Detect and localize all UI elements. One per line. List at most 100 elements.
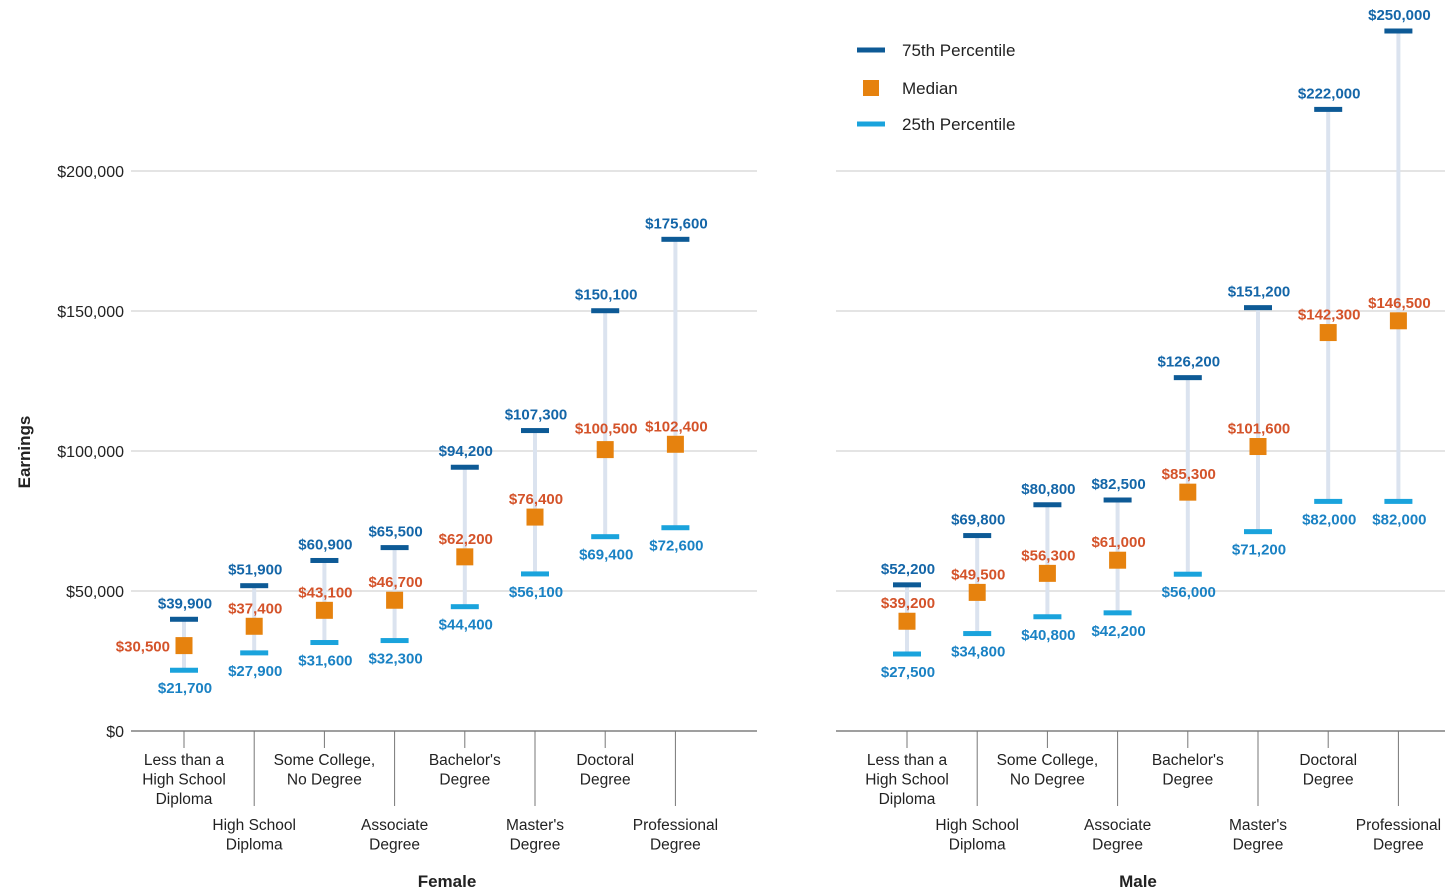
- gridlines: [131, 171, 1445, 731]
- p25-value-label: $34,800: [951, 644, 1005, 661]
- p25-value-label: $21,700: [158, 680, 212, 697]
- p25-value-label: $27,500: [881, 664, 935, 681]
- p25-marker: [1033, 614, 1061, 619]
- p25-marker: [661, 525, 689, 530]
- p75-value-label: $250,000: [1368, 7, 1431, 24]
- p25-marker: [521, 571, 549, 576]
- p25-marker: [893, 652, 921, 657]
- median-value-label: $102,400: [645, 418, 708, 435]
- category-label: Master's: [1229, 817, 1287, 834]
- p25-value-label: $44,400: [439, 617, 493, 634]
- p75-value-label: $107,300: [505, 407, 568, 424]
- y-tick-label: $100,000: [57, 444, 124, 461]
- p25-marker: [310, 640, 338, 645]
- category-label: Some College,: [274, 752, 376, 769]
- legend-median-swatch: [863, 80, 879, 96]
- category-label: Bachelor's: [429, 752, 501, 769]
- p75-value-label: $80,800: [1021, 481, 1075, 498]
- panel-title: Female: [418, 872, 477, 891]
- legend: 75th Percentile Median 25th Percentile: [857, 41, 1015, 134]
- panel-male: Male Less than a High School Diploma $52,200…: [865, 7, 1441, 891]
- category-label: Degree: [369, 837, 420, 854]
- category-label: Degree: [510, 837, 561, 854]
- median-marker: [527, 509, 544, 526]
- median-marker: [246, 618, 263, 635]
- category-label: No Degree: [287, 772, 362, 789]
- legend-p75-swatch: [857, 48, 885, 53]
- median-value-label: $100,500: [575, 421, 638, 438]
- p75-marker: [310, 558, 338, 563]
- category-label: High School: [142, 772, 226, 789]
- median-marker: [176, 637, 193, 654]
- p75-value-label: $126,200: [1158, 354, 1221, 371]
- p75-marker: [1033, 502, 1061, 507]
- p75-value-label: $65,500: [368, 524, 422, 541]
- median-value-label: $61,000: [1091, 534, 1145, 551]
- median-value-label: $85,300: [1162, 466, 1216, 483]
- median-marker: [1039, 565, 1056, 582]
- p25-marker: [451, 604, 479, 609]
- y-axis-title: Earnings: [15, 416, 34, 489]
- category-label: Degree: [1233, 837, 1284, 854]
- category-label: High School: [935, 817, 1019, 834]
- p75-value-label: $51,900: [228, 562, 282, 579]
- category-label: Doctoral: [576, 752, 634, 769]
- p75-value-label: $222,000: [1298, 85, 1361, 102]
- category-label: High School: [865, 772, 949, 789]
- legend-item-median: Median: [863, 79, 958, 98]
- category-label: Less than a: [144, 752, 225, 769]
- category-label: Degree: [650, 837, 701, 854]
- category-label: Diploma: [226, 837, 283, 854]
- median-marker: [1109, 552, 1126, 569]
- p75-value-label: $82,500: [1091, 476, 1145, 493]
- p25-value-label: $71,200: [1232, 542, 1286, 559]
- p75-value-label: $60,900: [298, 536, 352, 553]
- median-marker: [899, 613, 916, 630]
- median-value-label: $146,500: [1368, 295, 1431, 312]
- category-label: Degree: [1373, 837, 1424, 854]
- median-value-label: $76,400: [509, 491, 563, 508]
- p25-marker: [381, 638, 409, 643]
- median-value-label: $39,200: [881, 595, 935, 612]
- category-label: Degree: [580, 772, 631, 789]
- y-tick-label: $50,000: [66, 584, 124, 601]
- p75-value-label: $150,100: [575, 287, 638, 304]
- y-tick-label: $200,000: [57, 164, 124, 181]
- category-label: Associate: [1084, 817, 1151, 834]
- p25-marker: [963, 631, 991, 636]
- p75-value-label: $52,200: [881, 561, 935, 578]
- p25-marker: [1384, 499, 1412, 504]
- median-marker: [1390, 312, 1407, 329]
- p25-value-label: $56,100: [509, 584, 563, 601]
- median-marker: [386, 592, 403, 609]
- p75-marker: [1104, 498, 1132, 503]
- category-label: Degree: [1162, 772, 1213, 789]
- median-marker: [597, 441, 614, 458]
- category-label: Associate: [361, 817, 428, 834]
- p25-value-label: $27,900: [228, 663, 282, 680]
- p25-marker: [1104, 610, 1132, 615]
- p75-marker: [1174, 375, 1202, 380]
- y-tick-label: $150,000: [57, 304, 124, 321]
- legend-label: Median: [902, 79, 958, 98]
- p75-value-label: $39,900: [158, 595, 212, 612]
- legend-item-p75: 75th Percentile: [857, 41, 1015, 60]
- p75-marker: [451, 465, 479, 470]
- p25-marker: [240, 650, 268, 655]
- p75-marker: [170, 617, 198, 622]
- median-value-label: $30,500: [116, 639, 170, 656]
- p75-marker: [893, 582, 921, 587]
- median-value-label: $46,700: [368, 574, 422, 591]
- p75-marker: [1384, 29, 1412, 34]
- category-label: Master's: [506, 817, 564, 834]
- median-marker: [969, 584, 986, 601]
- p25-value-label: $32,300: [368, 651, 422, 668]
- p25-value-label: $72,600: [649, 538, 703, 555]
- category-label: Diploma: [156, 791, 213, 808]
- median-marker: [667, 436, 684, 453]
- category-label: Bachelor's: [1152, 752, 1224, 769]
- p25-marker: [1314, 499, 1342, 504]
- p75-marker: [963, 533, 991, 538]
- p25-value-label: $82,000: [1372, 511, 1426, 528]
